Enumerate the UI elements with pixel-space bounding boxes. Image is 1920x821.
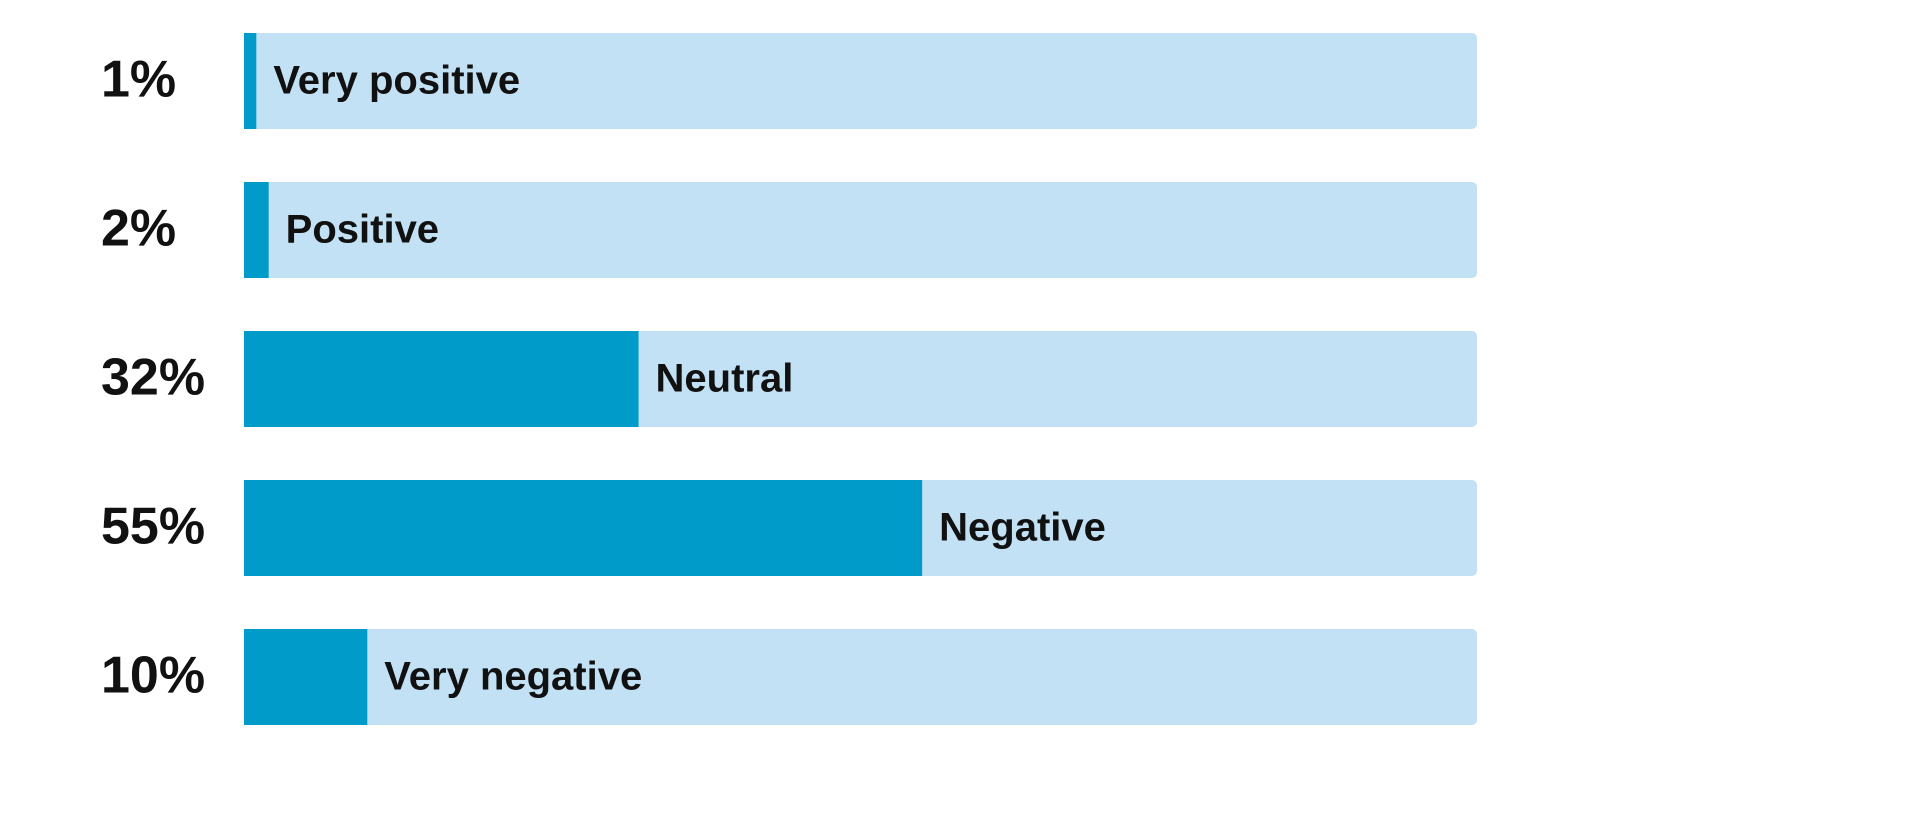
bar	[244, 33, 257, 129]
bar-track	[244, 629, 1477, 725]
value-label: 55%	[101, 498, 205, 556]
value-label: 1%	[101, 51, 176, 109]
category-label: Very negative	[384, 655, 642, 699]
bar	[244, 629, 368, 725]
value-label: 32%	[101, 349, 205, 407]
category-label: Neutral	[656, 357, 794, 401]
value-label: 2%	[101, 200, 176, 258]
category-label: Very positive	[273, 59, 520, 103]
bar	[244, 331, 639, 427]
bar-track	[244, 33, 1477, 129]
value-label: 10%	[101, 647, 205, 705]
bar	[244, 480, 923, 576]
bar	[244, 182, 269, 278]
category-label: Negative	[939, 506, 1106, 550]
category-label: Positive	[286, 208, 439, 252]
bar-track	[244, 182, 1477, 278]
